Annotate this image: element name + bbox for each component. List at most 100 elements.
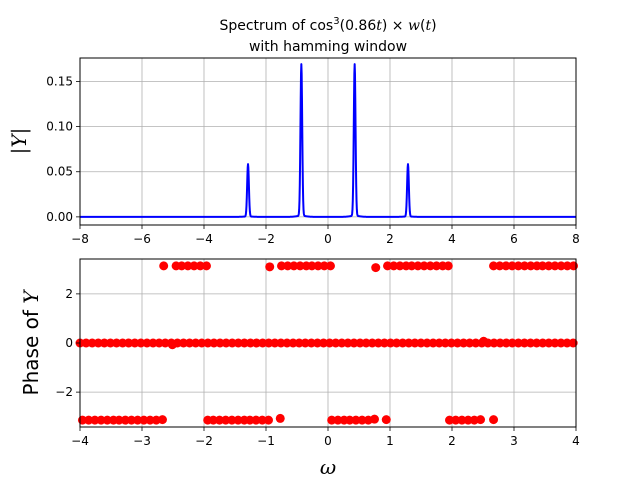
- magnitude-x-tick-label: −6: [133, 232, 151, 246]
- phase-x-tick-label: 0: [324, 434, 332, 448]
- phase-x-tick-label: 1: [386, 434, 394, 448]
- phase-point: [479, 336, 489, 346]
- phase-point: [451, 415, 461, 425]
- phase-point: [538, 261, 548, 271]
- phase-point: [495, 261, 505, 271]
- magnitude-series-line: [79, 63, 577, 218]
- phase-point: [325, 261, 335, 271]
- phase-point: [443, 261, 453, 271]
- phase-point: [133, 415, 143, 425]
- phase-point: [507, 261, 517, 271]
- phase-point: [526, 261, 536, 271]
- phase-point: [357, 415, 367, 425]
- phase-ticks: −4 −3 −2 −1 0 1 2 3 4 −2 0 2: [55, 287, 580, 448]
- phase-point: [102, 415, 112, 425]
- magnitude-x-tick-label: −2: [257, 232, 275, 246]
- phase-point: [189, 261, 199, 271]
- phase-point: [208, 415, 218, 425]
- phase-point: [201, 261, 211, 271]
- phase-point: [407, 261, 417, 271]
- magnitude-x-tick-label: 8: [572, 232, 580, 246]
- magnitude-y-tick-label: 0.10: [46, 120, 73, 134]
- phase-point: [383, 261, 393, 271]
- phase-point: [489, 415, 499, 425]
- magnitude-x-tick-label: 0: [324, 232, 332, 246]
- phase-x-axis-label: ω: [320, 455, 336, 479]
- phase-point: [319, 261, 329, 271]
- phase-point: [569, 261, 579, 271]
- phase-x-tick-label: −4: [71, 434, 89, 448]
- phase-point: [432, 261, 441, 271]
- phase-point: [345, 415, 355, 425]
- phase-point: [307, 261, 317, 271]
- phase-point: [395, 261, 405, 271]
- phase-point: [562, 261, 572, 271]
- magnitude-y-tick-label: 0.00: [46, 210, 73, 224]
- phase-point: [227, 415, 237, 425]
- phase-y-tick-label: 0: [65, 336, 73, 350]
- phase-point: [351, 415, 361, 425]
- phase-point: [96, 415, 106, 425]
- phase-point: [183, 261, 193, 271]
- magnitude-x-tick-label: −8: [71, 232, 89, 246]
- phase-point: [84, 415, 94, 425]
- phase-point: [177, 261, 187, 271]
- phase-point: [550, 261, 560, 271]
- phase-point: [333, 415, 343, 425]
- phase-points: [75, 261, 579, 425]
- magnitude-x-tick-label: 6: [510, 232, 518, 246]
- phase-point: [327, 415, 337, 425]
- phase-point: [257, 415, 267, 425]
- phase-axes: −4 −3 −2 −1 0 1 2 3 4 −2 0 2 Phase of Y ω: [19, 258, 580, 479]
- phase-x-tick-label: −1: [257, 434, 275, 448]
- phase-y-tick-label: −2: [55, 385, 73, 399]
- phase-point: [313, 261, 323, 271]
- phase-point: [221, 415, 231, 425]
- phase-point: [289, 261, 299, 271]
- phase-point: [489, 261, 499, 271]
- phase-y-axis-label: Phase of Y: [19, 289, 43, 396]
- magnitude-x-tick-label: −4: [195, 232, 213, 246]
- phase-point: [556, 261, 566, 271]
- phase-point: [389, 261, 399, 271]
- phase-point: [283, 261, 293, 271]
- phase-point: [157, 415, 167, 425]
- magnitude-axes: Spectrum of cos3(0.86t) × w(t) with hamm…: [7, 16, 580, 246]
- phase-point: [419, 261, 429, 271]
- magnitude-x-tick-label: 2: [386, 232, 394, 246]
- phase-point: [413, 261, 423, 271]
- phase-point: [463, 415, 473, 425]
- phase-point: [568, 338, 578, 348]
- phase-point: [381, 415, 391, 425]
- phase-point: [371, 263, 381, 273]
- phase-point: [233, 415, 243, 425]
- phase-point: [167, 340, 177, 350]
- phase-x-tick-label: −2: [195, 434, 213, 448]
- phase-x-tick-label: 4: [572, 434, 580, 448]
- phase-point: [251, 415, 261, 425]
- phase-point: [445, 415, 455, 425]
- phase-point: [277, 261, 286, 271]
- phase-point: [245, 415, 255, 425]
- phase-point: [425, 261, 435, 271]
- phase-point: [215, 415, 224, 425]
- phase-point: [90, 415, 100, 425]
- phase-y-tick-label: 2: [65, 287, 73, 301]
- phase-point: [263, 415, 273, 425]
- magnitude-y-axis-label: |Y|: [7, 128, 32, 155]
- phase-point: [370, 414, 379, 424]
- phase-point: [159, 261, 169, 271]
- phase-point: [120, 415, 130, 425]
- phase-point: [520, 261, 530, 271]
- magnitude-ticks: −8 −6 −4 −2 0 2 4 6 8 0.00 0.05 0.10 0.15: [46, 74, 580, 246]
- phase-x-tick-label: 3: [510, 434, 518, 448]
- phase-x-tick-label: 2: [448, 434, 456, 448]
- phase-point: [501, 261, 511, 271]
- chart-title-line2: with hamming window: [249, 39, 407, 55]
- phase-point: [126, 415, 136, 425]
- phase-point: [265, 262, 275, 272]
- magnitude-x-tick-label: 4: [448, 232, 456, 246]
- phase-point: [476, 415, 486, 425]
